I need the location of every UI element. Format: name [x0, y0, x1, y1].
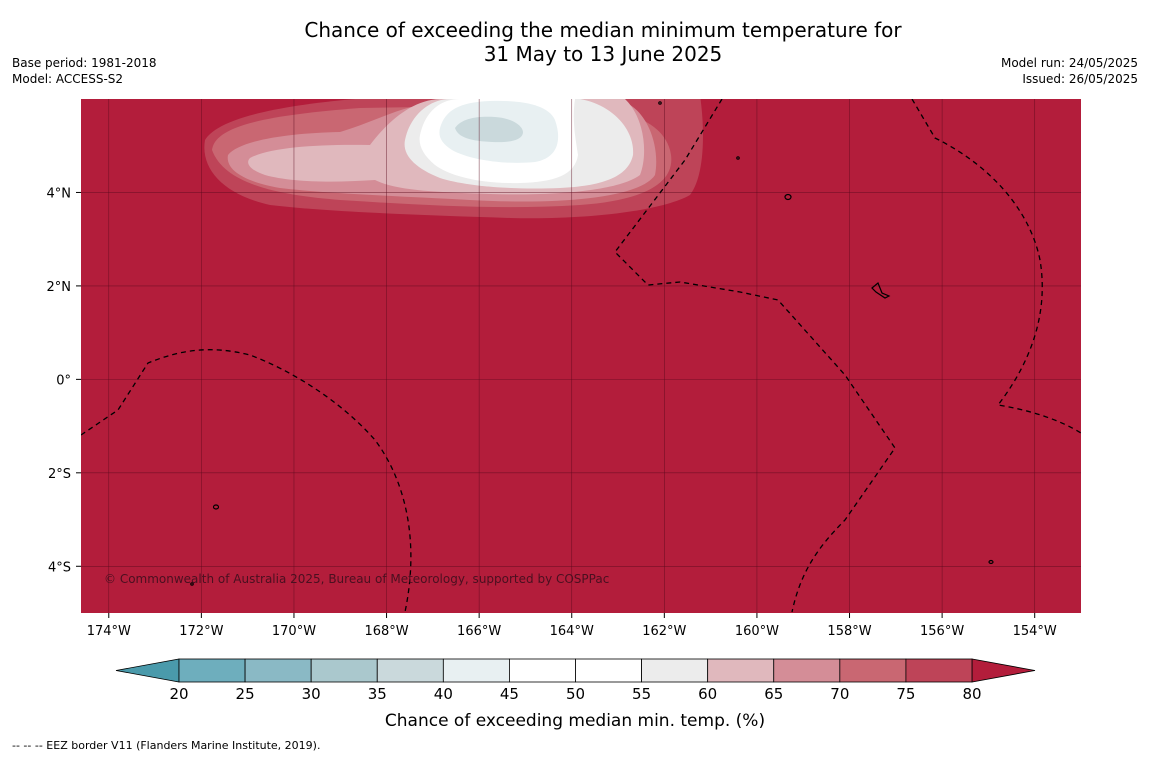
model-name: Model: ACCESS-S2 [12, 72, 124, 86]
eez-border-line [911, 99, 1081, 434]
y-tick-label: 4°S [48, 560, 71, 575]
eez-borders [81, 99, 1081, 613]
colorbar-segment [178, 658, 246, 683]
colorbar-tick-label: 60 [698, 685, 717, 703]
colorbar-segment [442, 658, 510, 683]
contour-40 [455, 116, 523, 143]
colorbar-segment [575, 658, 642, 683]
colorbar-segment [244, 658, 312, 683]
islands [190, 101, 994, 586]
colorbar-tick-label: 20 [169, 685, 188, 703]
issued-date: Issued: 26/05/2025 [1022, 72, 1138, 86]
colorbar-segment [905, 658, 973, 683]
chart-title: Chance of exceeding the median minimum t… [0, 18, 1150, 66]
colorbar-tick-label: 50 [566, 685, 585, 703]
x-tick-label: 162°W [642, 624, 686, 639]
island-outline [784, 193, 792, 201]
colorbar-label: Chance of exceeding median min. temp. (%… [385, 711, 765, 731]
title-line-2: 31 May to 13 June 2025 [483, 42, 723, 66]
colorbar-tick-label: 40 [434, 685, 453, 703]
x-tick-label: 172°W [179, 624, 223, 639]
x-tick-label: 168°W [364, 624, 408, 639]
latitude-ticks: 4°N 2°N 0° 2°S 4°S [47, 186, 81, 575]
base-period: Base period: 1981-2018 [12, 56, 157, 70]
x-tick-label: 158°W [827, 624, 871, 639]
eez-border-line [614, 99, 896, 613]
probability-contours [204, 99, 703, 219]
x-tick-label: 174°W [87, 624, 131, 639]
x-tick-label: 154°W [1013, 624, 1057, 639]
island-outline [212, 504, 220, 510]
colorbar-segment [707, 658, 775, 683]
x-tick-label: 156°W [920, 624, 964, 639]
colorbar-tick-label: 30 [302, 685, 321, 703]
colorbar-tick-label: 35 [368, 685, 387, 703]
island-outline [190, 582, 194, 586]
x-tick-label: 170°W [272, 624, 316, 639]
colorbar-over-triangle [971, 658, 1036, 683]
colorbar-tick-label: 55 [632, 685, 651, 703]
x-tick-label: 160°W [735, 624, 779, 639]
colorbar-tick-label: 45 [500, 685, 519, 703]
colorbar-segment [773, 658, 841, 683]
graticule [81, 99, 1081, 613]
colorbar: 20 25 30 35 40 45 50 55 60 65 70 75 80 [115, 658, 1036, 703]
island-outline [988, 559, 994, 565]
longitude-ticks: 174°W 172°W 170°W 168°W 166°W 164°W 162°W 160°W… [87, 613, 1057, 639]
y-tick-label: 2°N [47, 280, 72, 295]
colorbar-segment [839, 658, 907, 683]
colorbar-tick-label: 65 [764, 685, 783, 703]
copyright-notice: © Commonwealth of Australia 2025, Bureau… [104, 572, 609, 586]
colorbar-tick-label: 80 [962, 685, 981, 703]
colorbar-tick-label: 75 [896, 685, 915, 703]
x-tick-label: 166°W [457, 624, 501, 639]
y-tick-label: 2°S [48, 467, 71, 482]
y-tick-label: 4°N [47, 186, 72, 201]
island-outline [658, 101, 662, 105]
meta-left: Base period: 1981-2018 Model: ACCESS-S2 [12, 55, 157, 87]
colorbar-tick-label: 70 [830, 685, 849, 703]
colorbar-segment [376, 658, 444, 683]
model-run: Model run: 24/05/2025 [1000, 56, 1138, 70]
meta-right: Model run: 24/05/2025 Issued: 26/05/2025 [1001, 55, 1138, 87]
y-tick-label: 0° [56, 373, 71, 388]
colorbar-segment [509, 658, 576, 683]
map-panel[interactable]: © Commonwealth of Australia 2025, Bureau… [81, 95, 1081, 613]
colorbar-segment [310, 658, 378, 683]
island-outline [871, 282, 891, 299]
eez-footnote: -- -- -- EEZ border V11 (Flanders Marine… [12, 739, 321, 752]
eez-border-line [81, 349, 412, 613]
island-outline [736, 156, 740, 160]
x-tick-label: 164°W [550, 624, 594, 639]
title-line-1: Chance of exceeding the median minimum t… [304, 18, 902, 42]
colorbar-under-triangle [115, 658, 180, 683]
colorbar-segment [641, 658, 709, 683]
colorbar-tick-label: 25 [236, 685, 255, 703]
